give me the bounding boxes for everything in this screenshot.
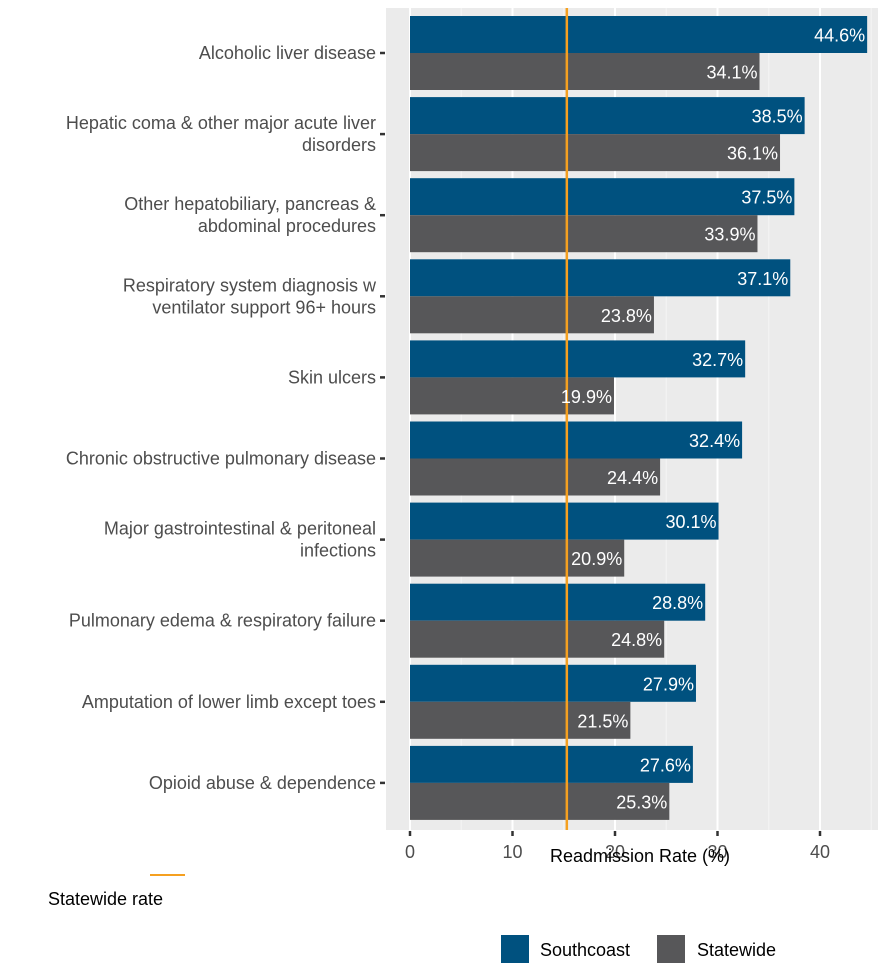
bar-value-label: 23.8% bbox=[601, 306, 652, 326]
bar-value-label: 33.9% bbox=[704, 225, 755, 245]
bar-southcoast bbox=[410, 178, 795, 216]
reference-legend: Statewide rate bbox=[48, 874, 185, 909]
bar-value-label: 32.7% bbox=[692, 350, 743, 370]
bar-statewide bbox=[410, 296, 654, 334]
category-label: Opioid abuse & dependence bbox=[149, 773, 376, 793]
bar-statewide bbox=[410, 539, 625, 577]
bar-statewide bbox=[410, 377, 614, 415]
category-label-line: Skin ulcers bbox=[288, 367, 376, 387]
reference-legend-label: Statewide rate bbox=[48, 889, 163, 909]
bar-value-label: 37.5% bbox=[741, 188, 792, 208]
category-label-line: Major gastrointestinal & peritoneal bbox=[104, 519, 376, 539]
bar-southcoast bbox=[410, 340, 746, 378]
bar-value-label: 21.5% bbox=[577, 711, 628, 731]
category-label-line: Opioid abuse & dependence bbox=[149, 773, 376, 793]
series-legend: Southcoast Statewide bbox=[501, 935, 776, 963]
category-label: Alcoholic liver disease bbox=[199, 43, 376, 63]
legend-key-southcoast bbox=[501, 935, 529, 963]
bar-value-label: 27.9% bbox=[643, 674, 694, 694]
legend-label-southcoast: Southcoast bbox=[540, 940, 630, 960]
legend-key-statewide bbox=[657, 935, 685, 963]
bar-value-label: 24.4% bbox=[607, 468, 658, 488]
bar-southcoast bbox=[410, 583, 706, 621]
bar-southcoast bbox=[410, 664, 696, 702]
bar-value-label: 37.1% bbox=[737, 269, 788, 289]
category-label: Respiratory system diagnosis w ventilator… bbox=[123, 275, 377, 317]
category-label-line: Other hepatobiliary, pancreas & bbox=[124, 194, 376, 214]
category-label-line: infections bbox=[300, 541, 376, 561]
category-label-line: abdominal procedures bbox=[198, 216, 376, 236]
category-label-line: Alcoholic liver disease bbox=[199, 43, 376, 63]
bar-southcoast bbox=[410, 16, 868, 53]
bar-value-label: 30.1% bbox=[665, 512, 716, 532]
x-tick-label: 20 bbox=[605, 842, 625, 862]
x-axis-title: Readmission Rate (%) bbox=[550, 846, 730, 866]
bar-statewide bbox=[410, 134, 781, 172]
legend-label-statewide: Statewide bbox=[697, 940, 776, 960]
x-tick-label: 0 bbox=[405, 842, 415, 862]
bar-value-label: 32.4% bbox=[689, 431, 740, 451]
bars bbox=[410, 16, 868, 820]
category-label-line: Respiratory system diagnosis w bbox=[123, 275, 377, 295]
bar-value-label: 44.6% bbox=[814, 26, 865, 46]
category-label: Other hepatobiliary, pancreas & abdominal… bbox=[124, 194, 376, 236]
category-label-line: ventilator support 96+ hours bbox=[152, 297, 376, 317]
bar-value-label: 19.9% bbox=[561, 387, 612, 407]
bar-statewide bbox=[410, 458, 661, 496]
category-label-line: Chronic obstructive pulmonary disease bbox=[66, 449, 376, 469]
bar-value-label: 36.1% bbox=[727, 144, 778, 164]
x-tick-label: 10 bbox=[502, 842, 522, 862]
bar-statewide bbox=[410, 701, 631, 739]
bar-value-label: 25.3% bbox=[616, 792, 667, 812]
category-label: Chronic obstructive pulmonary disease bbox=[66, 449, 376, 469]
category-label-line: Amputation of lower limb except toes bbox=[82, 692, 376, 712]
category-label: Major gastrointestinal & peritoneal infec… bbox=[104, 519, 376, 561]
category-label-line: Hepatic coma & other major acute liver bbox=[66, 113, 376, 133]
bar-southcoast bbox=[410, 502, 719, 540]
bar-labels: 44.6% 34.1% 38.5% 36.1% 37.5% 33.9% 37.1% 23.8%… bbox=[561, 26, 865, 813]
bar-statewide bbox=[410, 620, 665, 658]
y-axis: Alcoholic liver disease Hepatic coma & ot… bbox=[66, 43, 385, 793]
category-label-line: disorders bbox=[302, 135, 376, 155]
bar-value-label: 28.8% bbox=[652, 593, 703, 613]
bar-value-label: 24.8% bbox=[611, 630, 662, 650]
bar-southcoast bbox=[410, 259, 791, 297]
category-label: Amputation of lower limb except toes bbox=[82, 692, 376, 712]
category-label: Skin ulcers bbox=[288, 367, 376, 387]
x-tick-label: 30 bbox=[707, 842, 727, 862]
bar-value-label: 38.5% bbox=[752, 107, 803, 127]
bar-value-label: 34.1% bbox=[706, 63, 757, 83]
bar-statewide bbox=[410, 215, 758, 253]
category-label-line: Pulmonary edema & respiratory failure bbox=[69, 611, 376, 631]
bar-value-label: 27.6% bbox=[640, 755, 691, 775]
bar-southcoast bbox=[410, 745, 693, 783]
x-axis: 0 10 20 30 40 bbox=[405, 831, 830, 862]
category-label: Hepatic coma & other major acute liver di… bbox=[66, 113, 376, 155]
category-label: Pulmonary edema & respiratory failure bbox=[69, 611, 376, 631]
bar-statewide bbox=[410, 782, 670, 820]
bar-southcoast bbox=[410, 421, 743, 459]
bar-southcoast bbox=[410, 97, 805, 135]
x-tick-label: 40 bbox=[810, 842, 830, 862]
bar-value-label: 20.9% bbox=[571, 549, 622, 569]
bar-statewide bbox=[410, 53, 760, 90]
